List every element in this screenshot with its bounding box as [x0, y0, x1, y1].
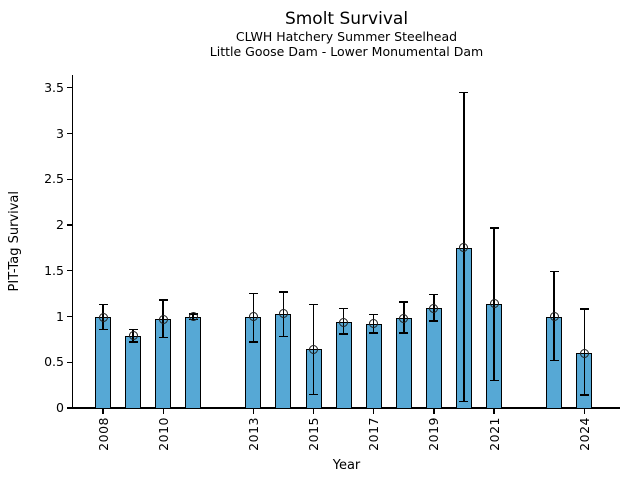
- y-tick: [66, 224, 73, 226]
- y-axis-line: [72, 75, 74, 408]
- x-tick-label-wrap: 2013: [244, 417, 262, 463]
- y-tick-label: 2.5: [44, 171, 64, 187]
- bar-2011: [185, 316, 202, 408]
- error-cap-bottom-2018: [399, 332, 409, 334]
- x-tick: [252, 408, 255, 414]
- error-cap-top-2015: [309, 303, 319, 306]
- error-cap-top-2023: [549, 270, 559, 273]
- x-tick-label: 2010: [155, 417, 171, 451]
- y-axis-title-wrap: PIT-Tag Survival: [4, 75, 24, 408]
- x-tick-label-wrap: 2024: [575, 417, 593, 463]
- x-tick: [312, 408, 315, 414]
- error-cap-bottom-2024: [579, 394, 589, 396]
- error-cap-top-2016: [339, 307, 349, 310]
- error-cap-bottom-2013: [248, 341, 258, 343]
- y-tick: [66, 361, 73, 363]
- y-tick-label: 0.5: [44, 354, 64, 370]
- y-tick-label: 3: [56, 125, 64, 141]
- bar-2008: [95, 317, 111, 408]
- error-cap-bottom-2015: [309, 393, 319, 396]
- marker-2017: [369, 319, 379, 329]
- y-tick-label: 2: [56, 217, 64, 233]
- error-cap-top-2010: [158, 299, 168, 301]
- marker-2019: [429, 303, 439, 313]
- marker-2024: [579, 348, 589, 358]
- bar-2019: [425, 308, 442, 408]
- error-cap-bottom-2008: [98, 328, 108, 331]
- error-cap-bottom-2016: [339, 333, 349, 335]
- error-cap-top-2021: [489, 227, 499, 229]
- error-cap-bottom-2009: [128, 341, 138, 343]
- error-cap-bottom-2017: [369, 332, 379, 334]
- x-tick-label: 2024: [576, 417, 592, 451]
- x-tick-label-wrap: 2010: [154, 417, 172, 463]
- x-axis-title: Year: [332, 458, 361, 473]
- marker-2014: [278, 309, 288, 319]
- y-axis-title: PIT-Tag Survival: [6, 191, 22, 292]
- x-tick: [583, 408, 585, 414]
- marker-2023: [549, 312, 559, 322]
- marker-2020: [459, 243, 469, 253]
- x-tick: [162, 408, 164, 414]
- error-cap-bottom-2020: [459, 400, 469, 403]
- x-tick-label: 2021: [486, 417, 502, 451]
- error-cap-top-2014: [278, 291, 288, 293]
- error-cap-top-2008: [98, 303, 108, 306]
- x-tick-label: 2015: [306, 417, 322, 451]
- error-cap-top-2013: [248, 292, 258, 295]
- x-tick: [102, 408, 104, 414]
- error-cap-top-2020: [459, 91, 469, 94]
- x-tick-label: 2019: [426, 417, 442, 451]
- y-tick: [66, 87, 73, 89]
- error-cap-top-2024: [579, 308, 589, 310]
- error-cap-top-2018: [399, 301, 409, 303]
- marker-2010: [158, 314, 168, 324]
- marker-2009: [128, 331, 138, 341]
- y-tick: [66, 315, 73, 318]
- error-cap-bottom-2014: [278, 335, 288, 338]
- x-tick-label: 2017: [366, 417, 382, 451]
- x-tick-label-wrap: 2015: [305, 417, 323, 463]
- x-axis-line: [72, 407, 620, 409]
- y-tick-label: 1: [56, 308, 64, 324]
- x-tick: [493, 408, 495, 414]
- bar-2017: [365, 323, 382, 408]
- x-tick-label-wrap: 2019: [425, 417, 443, 463]
- marker-2011: [188, 312, 198, 322]
- y-tick: [66, 178, 73, 180]
- bar-2009: [125, 335, 142, 408]
- chart-subtitle-line2: Little Goose Dam - Lower Monumental Dam: [209, 44, 484, 59]
- y-tick-label: 3.5: [44, 79, 64, 95]
- marker-2021: [489, 299, 499, 309]
- x-tick: [433, 408, 435, 414]
- x-tick: [373, 408, 375, 414]
- marker-2015: [309, 344, 319, 354]
- error-cap-top-2019: [429, 293, 439, 296]
- chart-title: Smolt Survival: [284, 9, 409, 29]
- x-tick-label-wrap: 2021: [485, 417, 503, 463]
- y-tick: [66, 270, 73, 272]
- error-cap-top-2017: [369, 313, 379, 316]
- marker-2008: [98, 312, 108, 322]
- x-tick-label-wrap: 2017: [365, 417, 383, 463]
- x-tick-label-wrap: 2008: [94, 417, 112, 463]
- error-cap-bottom-2023: [549, 359, 559, 362]
- y-tick-label: 1.5: [44, 262, 64, 278]
- error-cap-bottom-2010: [158, 336, 168, 339]
- bar-2016: [335, 322, 352, 408]
- marker-2013: [248, 312, 258, 322]
- x-tick-label: 2013: [245, 417, 261, 451]
- x-tick-label: 2008: [95, 417, 111, 451]
- chart-subtitle-line1: CLWH Hatchery Summer Steelhead: [235, 29, 458, 44]
- error-cap-bottom-2019: [429, 320, 439, 322]
- marker-2018: [399, 313, 409, 323]
- error-cap-top-2009: [128, 328, 138, 331]
- marker-2016: [339, 317, 349, 327]
- error-cap-bottom-2021: [489, 379, 499, 382]
- y-tick: [66, 407, 73, 409]
- y-tick: [66, 132, 73, 135]
- y-tick-label: 0: [56, 400, 64, 415]
